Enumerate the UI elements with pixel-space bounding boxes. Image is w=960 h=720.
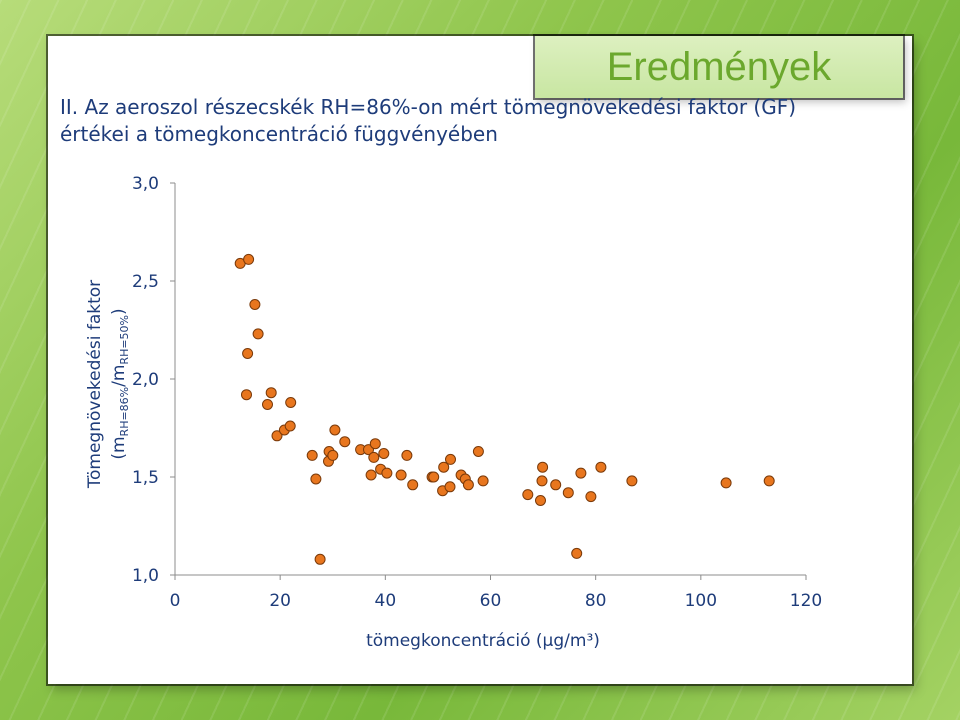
data-point: [401, 449, 413, 461]
data-point: [407, 479, 419, 491]
heading-line-1: II. Az aeroszol részecskék RH=86%-on mér…: [60, 95, 797, 119]
x-axis-label: tömegkoncentráció (μg/m³): [366, 631, 600, 651]
slide-panel: Eredmények: [48, 36, 912, 684]
y-tick-label: 3,0: [132, 174, 159, 194]
data-point: [265, 387, 277, 399]
x-tick-label: 100: [685, 591, 717, 611]
data-point: [395, 469, 407, 481]
x-tick-label: 40: [375, 591, 397, 611]
y-ticks: 1,0 1,5 2,0 2,5 3,0: [132, 174, 175, 586]
data-point: [271, 430, 283, 442]
data-point: [522, 489, 534, 501]
data-point: [262, 399, 273, 410]
data-point: [241, 389, 252, 401]
x-tick-label: 60: [480, 591, 502, 611]
data-point: [339, 436, 351, 448]
data-point: [550, 479, 562, 491]
data-point: [626, 475, 638, 487]
y-tick-label: 1,0: [132, 566, 159, 586]
y-tick-label: 2,0: [132, 370, 159, 390]
y-tick-label: 2,5: [132, 272, 159, 292]
data-point: [285, 397, 297, 408]
data-point: [575, 467, 587, 479]
slide-title: Eredmények: [606, 44, 832, 89]
data-point: [243, 253, 255, 265]
data-point: [462, 479, 474, 491]
data-point: [381, 467, 393, 479]
y-tick-label: 1,5: [132, 468, 159, 488]
data-point: [763, 475, 775, 487]
data-point: [365, 469, 377, 481]
heading-line-2: értékei a tömegkoncentráció függvényében: [60, 122, 498, 146]
data-point: [472, 446, 484, 457]
data-point: [428, 471, 440, 483]
x-ticks: 0 20 40 60 80 100 120: [170, 575, 822, 611]
data-point: [720, 477, 732, 489]
data-points: [234, 253, 775, 565]
y-axis-label-main: Tömegnövekedési faktor: [85, 280, 105, 489]
data-point: [369, 438, 381, 450]
slide-heading: II. Az aeroszol részecskék RH=86%-on mér…: [60, 94, 880, 148]
x-tick-label: 0: [170, 591, 181, 611]
data-point: [242, 348, 254, 359]
data-point: [595, 461, 607, 473]
data-point: [438, 461, 450, 473]
title-tab: Eredmények: [535, 36, 903, 98]
data-point: [249, 299, 261, 310]
data-point: [445, 453, 456, 465]
data-point: [562, 487, 574, 499]
data-point: [368, 451, 380, 463]
data-point: [585, 491, 597, 503]
data-point: [329, 424, 341, 436]
data-point: [444, 481, 456, 493]
y-axis-label-ratio: (mRH=86%/mRH=50%): [109, 308, 131, 459]
data-point: [535, 495, 546, 506]
x-tick-label: 80: [585, 591, 607, 611]
data-point: [252, 328, 264, 340]
data-point: [306, 449, 318, 461]
x-tick-label: 120: [790, 591, 822, 611]
data-point: [378, 448, 390, 459]
y-axis-label: Tömegnövekedési faktor (mRH=86%/mRH=50%): [85, 280, 131, 489]
data-point: [327, 449, 339, 461]
x-tick-label: 20: [269, 591, 291, 611]
data-point: [571, 547, 583, 559]
data-point: [314, 553, 326, 565]
data-point: [477, 475, 489, 487]
data-point: [284, 420, 296, 432]
data-point: [310, 473, 322, 485]
data-point: [537, 461, 549, 473]
data-point: [536, 475, 548, 487]
